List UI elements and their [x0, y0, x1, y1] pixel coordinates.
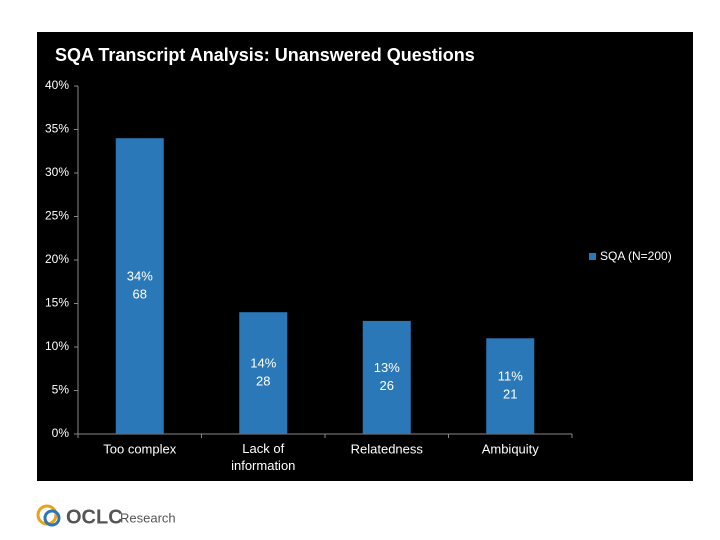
value-label: 14%: [250, 356, 276, 371]
y-tick-label: 15%: [45, 296, 69, 310]
logo-icon: [43, 509, 61, 527]
bar: [362, 320, 411, 434]
logo-text: OCLC: [66, 506, 123, 528]
x-tick-label: Lack of information: [231, 441, 295, 473]
value-label: 13%: [374, 360, 400, 375]
value-label: 11%: [498, 369, 523, 384]
x-tick-label: Ambiquity: [482, 441, 540, 456]
logo-subtext: Research: [120, 510, 176, 525]
chart-title: SQA Transcript Analysis: Unanswered Ques…: [55, 45, 475, 65]
count-label: 26: [380, 378, 394, 393]
x-tick-label: Relatedness: [351, 441, 424, 456]
y-tick-label: 10%: [45, 339, 69, 353]
bar: [239, 312, 288, 434]
y-tick-label: 25%: [45, 209, 69, 223]
value-label: 34%: [127, 269, 153, 284]
bar: [115, 138, 164, 434]
x-tick-label-line: information: [231, 458, 295, 473]
bar: [486, 338, 535, 434]
legend-swatch: [589, 253, 596, 260]
logo: OCLC Research: [36, 504, 176, 528]
count-label: 28: [256, 374, 270, 389]
y-tick-label: 0%: [52, 426, 70, 440]
y-tick-label: 40%: [45, 78, 69, 92]
y-tick-label: 35%: [45, 122, 69, 136]
x-tick-label-line: Lack of: [242, 441, 284, 456]
x-tick-label: Too complex: [103, 441, 176, 456]
count-label: 21: [503, 387, 517, 402]
count-label: 68: [133, 287, 147, 302]
y-tick-label: 5%: [52, 383, 70, 397]
legend-label: SQA (N=200): [600, 249, 672, 263]
y-tick-label: 20%: [45, 252, 69, 266]
y-tick-label: 30%: [45, 165, 69, 179]
